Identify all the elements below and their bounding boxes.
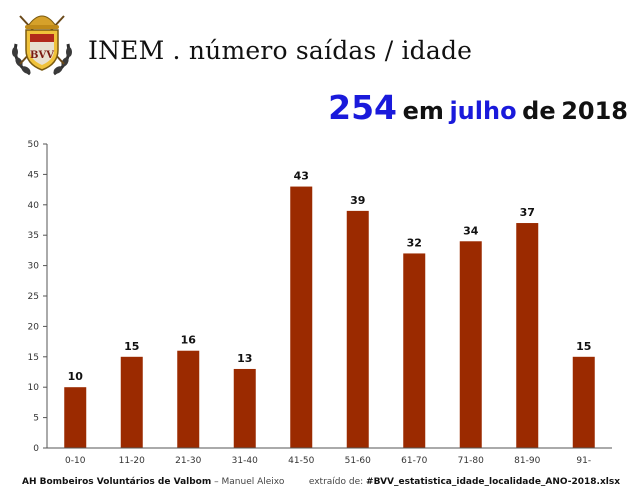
bar-0-10 [64, 387, 87, 448]
x-tick-label: 71-80 [458, 456, 484, 466]
x-tick-label: 41-50 [288, 456, 314, 466]
y-tick-label: 5 [33, 414, 39, 424]
y-tick-label: 35 [28, 231, 39, 241]
data-label: 16 [181, 334, 197, 347]
data-label: 15 [576, 340, 591, 353]
bar-51-60 [346, 210, 369, 448]
headline-month: julho [449, 97, 517, 125]
x-tick-label: 11-20 [119, 456, 145, 466]
footer-source-prefix: extraído de: [308, 477, 364, 487]
y-axis: 0 5 10 15 20 25 30 35 40 45 50 [28, 140, 48, 454]
footer-author: Manuel Aleixo [221, 477, 285, 487]
logo-monogram: BVV [30, 50, 54, 61]
bar-81-90 [516, 223, 539, 448]
x-tick-label: 31-40 [232, 456, 258, 466]
y-tick-label: 25 [28, 292, 39, 302]
y-tick-label: 40 [28, 201, 40, 211]
y-tick-label: 10 [28, 383, 40, 393]
data-label: 43 [294, 170, 309, 183]
x-tick-label: 21-30 [175, 456, 201, 466]
y-tick-label: 45 [28, 170, 39, 180]
bars: 10 15 16 13 43 39 32 34 37 15 [64, 170, 595, 448]
footer-source-file: #BVV_estatistica_idade_localidade_ANO-20… [366, 477, 620, 487]
bar-21-30 [177, 350, 200, 448]
bar-71-80 [459, 241, 482, 448]
headline-em: em [402, 97, 444, 125]
data-label: 37 [520, 206, 535, 219]
bar-91- [572, 356, 595, 448]
headline-de: de [522, 97, 556, 125]
data-label: 39 [350, 194, 365, 207]
y-tick-label: 20 [28, 322, 40, 332]
bar-11-20 [120, 356, 143, 448]
data-label: 34 [463, 224, 479, 237]
brigade-logo: BVV [12, 15, 72, 76]
footer-organization: AH Bombeiros Voluntários de Valbom [22, 477, 212, 487]
bar-31-40 [233, 368, 256, 448]
x-tick-label: 61-70 [401, 456, 427, 466]
bar-41-50 [290, 186, 313, 448]
data-label: 32 [407, 236, 422, 249]
data-label: 10 [68, 370, 84, 383]
x-tick-label: 81-90 [514, 456, 540, 466]
monthly-total-headline: 254 em julho de 2018 [328, 88, 628, 127]
data-label: 15 [124, 340, 139, 353]
x-tick-label: 51-60 [345, 456, 371, 466]
data-label: 13 [237, 352, 252, 365]
footer-source: extraído de: #BVV_estatistica_idade_loca… [309, 477, 620, 487]
x-tick-label: 91- [576, 456, 591, 466]
headline-year: 2018 [561, 97, 628, 125]
footer: AH Bombeiros Voluntários de Valbom – Man… [0, 474, 640, 491]
page-title: INEM . número saídas / idade [88, 36, 473, 65]
bar-61-70 [403, 253, 426, 448]
y-tick-label: 30 [28, 262, 40, 272]
y-tick-label: 50 [28, 140, 40, 150]
x-tick-label: 0-10 [65, 456, 86, 466]
footer-credits: AH Bombeiros Voluntários de Valbom – Man… [22, 477, 285, 487]
y-tick-label: 0 [33, 444, 39, 454]
total-count: 254 [328, 88, 397, 127]
x-axis: 0-10 11-20 21-30 31-40 41-50 51-60 61-70 71-80 8… [47, 447, 612, 466]
y-tick-label: 15 [28, 353, 39, 363]
